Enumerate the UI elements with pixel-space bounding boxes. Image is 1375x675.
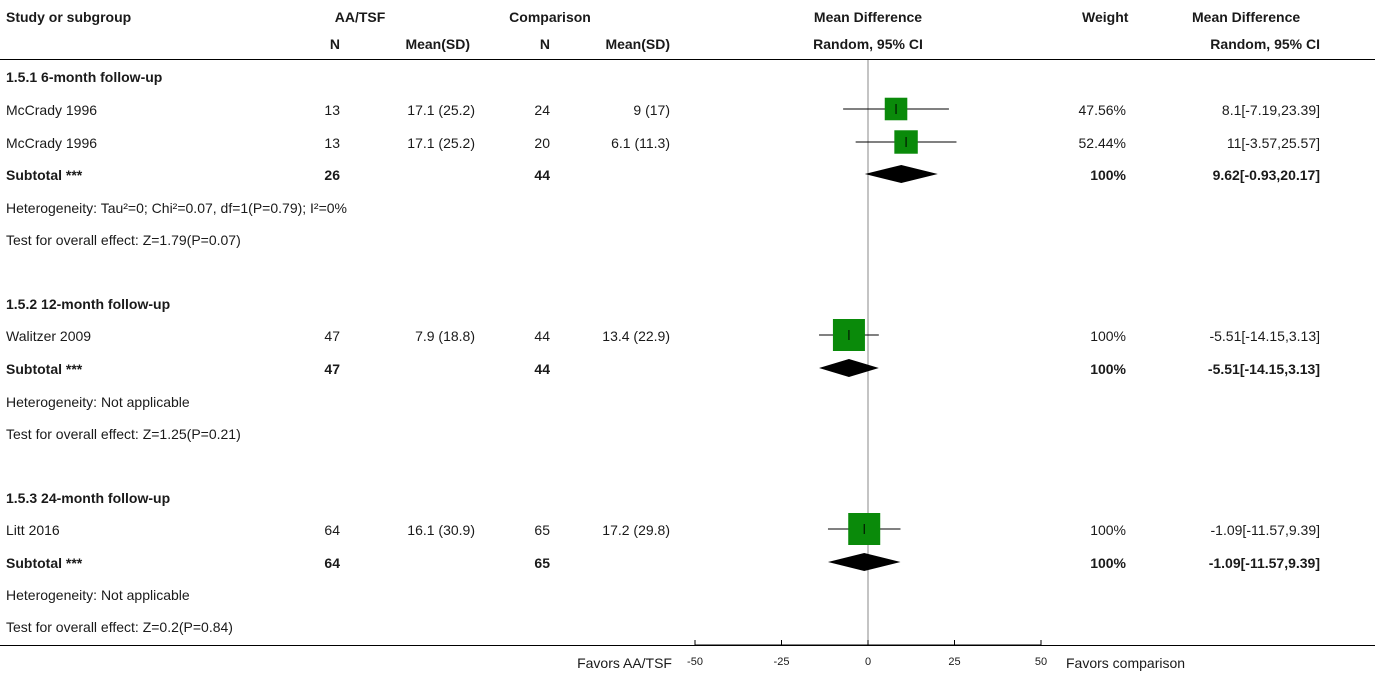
study-ci: -1.09[-11.57,9.39] (1210, 522, 1320, 538)
subtotal-n2: 44 (534, 167, 550, 183)
study-n2: 20 (534, 135, 550, 151)
study-ci: 11[-3.57,25.57] (1226, 135, 1320, 151)
header-md-method: Random, 95% CI (813, 36, 923, 52)
study-mean1: 16.1 (30.9) (407, 522, 475, 538)
study-mean1: 17.1 (25.2) (407, 102, 475, 118)
study-name: McCrady 1996 (6, 102, 98, 118)
subtotal-n2: 65 (534, 555, 550, 571)
subtotal-diamond (864, 165, 938, 183)
x-tick-label: 0 (865, 656, 871, 668)
study-ci: 8.1[-7.19,23.39] (1221, 102, 1320, 118)
study-mean2: 17.2 (29.8) (602, 522, 670, 538)
subtotal-ci: -1.09[-11.57,9.39] (1208, 555, 1320, 571)
study-mean2: 13.4 (22.9) (602, 328, 670, 344)
x-tick-label: 25 (948, 656, 960, 668)
study-weight: 100% (1090, 522, 1126, 538)
header-md2-method: Random, 95% CI (1210, 36, 1320, 52)
study-weight: 52.44% (1078, 135, 1126, 151)
study-mean1: 17.1 (25.2) (407, 135, 475, 151)
subtotal-n2: 44 (534, 361, 550, 377)
x-tick-label: 50 (1035, 656, 1047, 668)
subtotal-label: Subtotal *** (6, 555, 83, 571)
header-md: Mean Difference (813, 9, 923, 25)
favors-right-label: Favors comparison (1066, 655, 1186, 671)
study-n1: 13 (324, 135, 340, 151)
heterogeneity-text: Heterogeneity: Not applicable (6, 394, 190, 410)
subtotal-n1: 47 (324, 361, 340, 377)
header-mean2: Mean(SD) (605, 36, 670, 52)
subgroup-title: 1.5.2 12-month follow-up (6, 296, 171, 312)
study-mean2: 9 (17) (633, 102, 670, 118)
study-n2: 44 (534, 328, 550, 344)
study-n1: 13 (324, 102, 340, 118)
subgroup-title: 1.5.3 24-month follow-up (6, 490, 171, 506)
overall-effect-text: Test for overall effect: Z=0.2(P=0.84) (6, 619, 233, 635)
subtotal-weight: 100% (1090, 555, 1126, 571)
subtotal-label: Subtotal *** (6, 361, 83, 377)
subtotal-diamond (827, 553, 901, 571)
header-mean1: Mean(SD) (405, 36, 470, 52)
header-md2: Mean Difference (1192, 9, 1301, 25)
subtotal-ci: 9.62[-0.93,20.17] (1212, 167, 1320, 183)
header-n1: N (329, 36, 340, 52)
study-name: McCrady 1996 (6, 135, 98, 151)
header-study: Study or subgroup (6, 9, 132, 25)
x-tick-label: -25 (774, 656, 790, 668)
study-weight: 47.56% (1078, 102, 1126, 118)
overall-effect-text: Test for overall effect: Z=1.25(P=0.21) (6, 426, 241, 442)
footer-divider (0, 645, 1375, 646)
study-mean2: 6.1 (11.3) (611, 135, 670, 151)
study-n2: 65 (534, 522, 550, 538)
subtotal-diamond (819, 359, 879, 377)
study-ci: -5.51[-14.15,3.13] (1209, 328, 1320, 344)
study-n1: 64 (324, 522, 340, 538)
subtotal-n1: 26 (324, 167, 340, 183)
subtotal-weight: 100% (1090, 167, 1126, 183)
header-group1: AA/TSF (334, 9, 386, 25)
favors-left-label: Favors AA/TSF (577, 655, 672, 671)
study-weight: 100% (1090, 328, 1126, 344)
heterogeneity-text: Heterogeneity: Tau²=0; Chi²=0.07, df=1(P… (6, 200, 348, 216)
header-weight: Weight (1082, 9, 1129, 25)
header-divider (0, 59, 1375, 60)
study-name: Litt 2016 (6, 522, 60, 538)
study-n2: 24 (534, 102, 550, 118)
subtotal-weight: 100% (1090, 361, 1126, 377)
subtotal-label: Subtotal *** (6, 167, 83, 183)
header-n2: N (539, 36, 550, 52)
x-tick-label: -50 (687, 656, 703, 668)
subtotal-n1: 64 (324, 555, 340, 571)
subtotal-ci: -5.51[-14.15,3.13] (1207, 361, 1320, 377)
heterogeneity-text: Heterogeneity: Not applicable (6, 587, 190, 603)
study-mean1: 7.9 (18.8) (415, 328, 475, 344)
subgroup-title: 1.5.1 6-month follow-up (6, 69, 163, 85)
study-n1: 47 (324, 328, 340, 344)
header-group2: Comparison (509, 9, 591, 25)
study-name: Walitzer 2009 (6, 328, 92, 344)
overall-effect-text: Test for overall effect: Z=1.79(P=0.07) (6, 232, 241, 248)
